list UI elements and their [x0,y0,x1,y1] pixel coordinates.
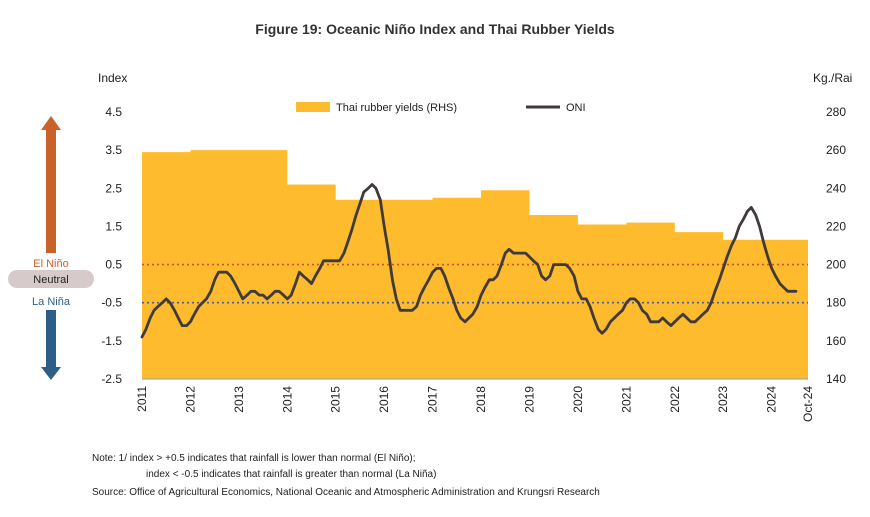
right-tick-label: 160 [826,334,846,348]
right-tick-label: 280 [826,105,846,119]
left-tick-label: 2.5 [105,181,122,195]
note-line-1: Note: 1/ index > +0.5 indicates that rai… [92,453,416,464]
x-tick-label: 2023 [716,386,730,413]
el-nino-arrow-shaft [46,129,56,253]
right-axis-ticks: 280 260 240 220 200 180 160 140 [826,105,846,386]
x-tick-label: 2014 [280,386,294,413]
left-tick-label: 3.5 [105,143,122,157]
x-tick-label: 2012 [183,386,197,413]
rubber-yields-area [142,150,808,379]
x-tick-label: 2013 [232,386,246,413]
right-tick-label: 240 [826,181,846,195]
source-note: Source: Office of Agricultural Economics… [92,487,600,498]
x-tick-label: 2018 [474,386,488,413]
x-tick-label: 2020 [571,386,585,413]
left-tick-label: -0.5 [101,296,122,310]
x-tick-label: 2016 [377,386,391,413]
line-layer [140,183,798,339]
threshold-layer [142,263,808,304]
left-tick-label: -2.5 [101,372,122,386]
x-tick-label: 2024 [765,386,779,413]
x-tick-label: Oct-24 [801,386,815,422]
right-axis-label: Kg./Rai [813,71,852,85]
left-tick-label: -1.5 [101,334,122,348]
area-layer [142,150,808,379]
x-tick-label: 2022 [668,386,682,413]
x-tick-label: 2017 [426,386,440,413]
la-nina-arrow-shaft [46,310,56,368]
x-tick-label: 2015 [329,386,343,413]
legend: Thai rubber yields (RHS) ONI [296,102,586,114]
legend-label-oni: ONI [566,102,586,114]
la-nina-label: La Niña [32,296,71,308]
left-tick-label: 0.5 [105,258,122,272]
right-tick-label: 200 [826,258,846,272]
left-axis-label: Index [98,71,127,85]
neutral-label: Neutral [33,274,68,286]
note-line-2: index < -0.5 indicates that rainfall is … [146,469,437,480]
right-tick-label: 140 [826,372,846,386]
left-tick-label: 4.5 [105,105,122,119]
left-axis-ticks: 4.5 3.5 2.5 1.5 0.5 -0.5 -1.5 -2.5 [101,105,122,386]
x-tick-label: 2019 [522,386,536,413]
la-nina-arrow-icon [41,367,61,380]
legend-label-rubber-yields: Thai rubber yields (RHS) [336,102,457,114]
el-nino-arrow-icon [41,116,61,130]
chart-title: Figure 19: Oceanic Niño Index and Thai R… [255,21,615,37]
legend-swatch-rubber-yields [296,102,330,112]
x-tick-label: 2021 [619,386,633,413]
right-tick-label: 220 [826,219,846,233]
enso-indicator: El Niño Neutral La Niña [8,116,94,380]
right-tick-label: 180 [826,296,846,310]
oni-line [140,183,798,339]
left-tick-label: 1.5 [105,219,122,233]
neutral-pill [8,270,94,288]
x-axis-ticks: 2011 2012 2013 2014 2015 2016 2017 2018 2019 2020… [135,386,815,422]
el-nino-label: El Niño [33,258,68,270]
right-tick-label: 260 [826,143,846,157]
x-tick-label: 2011 [135,386,149,412]
